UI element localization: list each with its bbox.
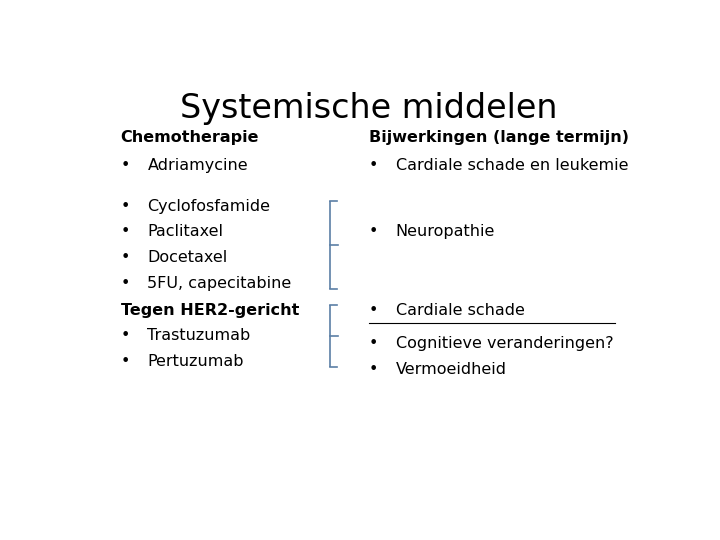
Text: Cardiale schade: Cardiale schade	[396, 302, 525, 318]
Text: Chemotherapie: Chemotherapie	[121, 130, 259, 145]
Text: Pertuzumab: Pertuzumab	[148, 354, 244, 369]
Text: Bijwerkingen (lange termijn): Bijwerkingen (lange termijn)	[369, 130, 629, 145]
Text: Neuropathie: Neuropathie	[396, 225, 495, 239]
Text: Systemische middelen: Systemische middelen	[180, 92, 558, 125]
Text: •: •	[369, 336, 379, 351]
Text: •: •	[121, 250, 130, 265]
Text: •: •	[121, 158, 130, 173]
Text: Trastuzumab: Trastuzumab	[148, 328, 251, 343]
Text: •: •	[121, 354, 130, 369]
Text: •: •	[369, 225, 379, 239]
Text: Docetaxel: Docetaxel	[148, 250, 228, 265]
Text: •: •	[121, 199, 130, 214]
Text: Cognitieve veranderingen?: Cognitieve veranderingen?	[396, 336, 613, 351]
Text: •: •	[369, 302, 379, 318]
Text: Cardiale schade en leukemie: Cardiale schade en leukemie	[396, 158, 629, 173]
Text: Cyclofosfamide: Cyclofosfamide	[148, 199, 271, 214]
Text: Tegen HER2-gericht: Tegen HER2-gericht	[121, 302, 299, 318]
Text: •: •	[121, 276, 130, 291]
Text: •: •	[121, 225, 130, 239]
Text: 5FU, capecitabine: 5FU, capecitabine	[148, 276, 292, 291]
Text: Adriamycine: Adriamycine	[148, 158, 248, 173]
Text: •: •	[369, 158, 379, 173]
Text: Paclitaxel: Paclitaxel	[148, 225, 223, 239]
Text: •: •	[369, 362, 379, 377]
Text: •: •	[121, 328, 130, 343]
Text: Vermoeidheid: Vermoeidheid	[396, 362, 507, 377]
